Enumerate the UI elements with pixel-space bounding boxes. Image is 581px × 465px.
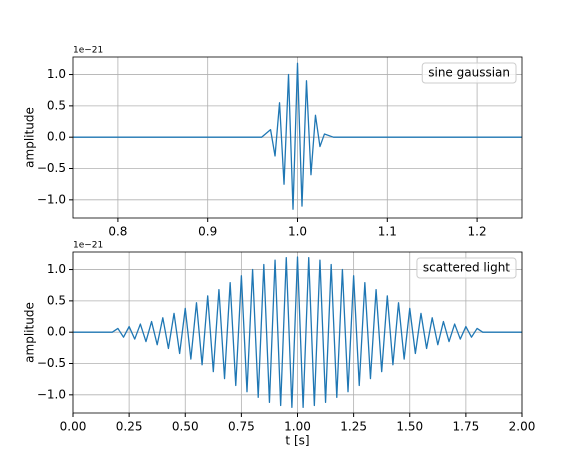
y-tick-label: −0.5 — [37, 161, 66, 175]
x-tick-label: 1.25 — [340, 420, 367, 434]
x-tick-label: 0.75 — [228, 420, 255, 434]
y-tick-label: 0.5 — [47, 98, 66, 112]
x-tick-label: 1.2 — [468, 225, 487, 239]
x-tick-label: 0.00 — [60, 420, 87, 434]
x-tick-label: 1.50 — [396, 420, 423, 434]
x-tick-label: 1.1 — [378, 225, 397, 239]
y-tick-label: 0.0 — [47, 130, 66, 144]
y-tick-label: −1.0 — [37, 387, 66, 401]
axes-frame — [72, 56, 523, 219]
y-tick-label: −0.5 — [37, 356, 66, 370]
x-tick-label: 1.00 — [284, 420, 311, 434]
x-tick-label: 1.0 — [288, 225, 307, 239]
legend-label: sine gaussian — [428, 66, 510, 80]
legend-box — [421, 62, 517, 84]
y-axis-label: amplitude — [23, 302, 37, 363]
offset-text: 1e−21 — [73, 46, 103, 56]
y-axis-label: amplitude — [23, 107, 37, 168]
x-tick-label: 2.00 — [509, 420, 536, 434]
data-line — [73, 62, 522, 210]
x-axis-label: t [s] — [285, 434, 309, 448]
y-tick-label: 0.5 — [47, 293, 66, 307]
x-tick-label: 0.9 — [198, 225, 217, 239]
data-line — [73, 256, 522, 409]
y-tick-label: 1.0 — [47, 262, 66, 276]
y-tick-label: 1.0 — [47, 67, 66, 81]
legend-box — [416, 257, 517, 279]
y-tick-label: −1.0 — [37, 192, 66, 206]
legend-label: scattered light — [423, 261, 510, 275]
x-tick-label: 0.8 — [108, 225, 127, 239]
axes-frame — [72, 251, 523, 414]
x-tick-label: 0.25 — [116, 420, 143, 434]
x-tick-label: 1.75 — [453, 420, 480, 434]
x-tick-label: 0.50 — [172, 420, 199, 434]
offset-text: 1e−21 — [73, 241, 103, 251]
y-tick-label: 0.0 — [47, 325, 66, 339]
